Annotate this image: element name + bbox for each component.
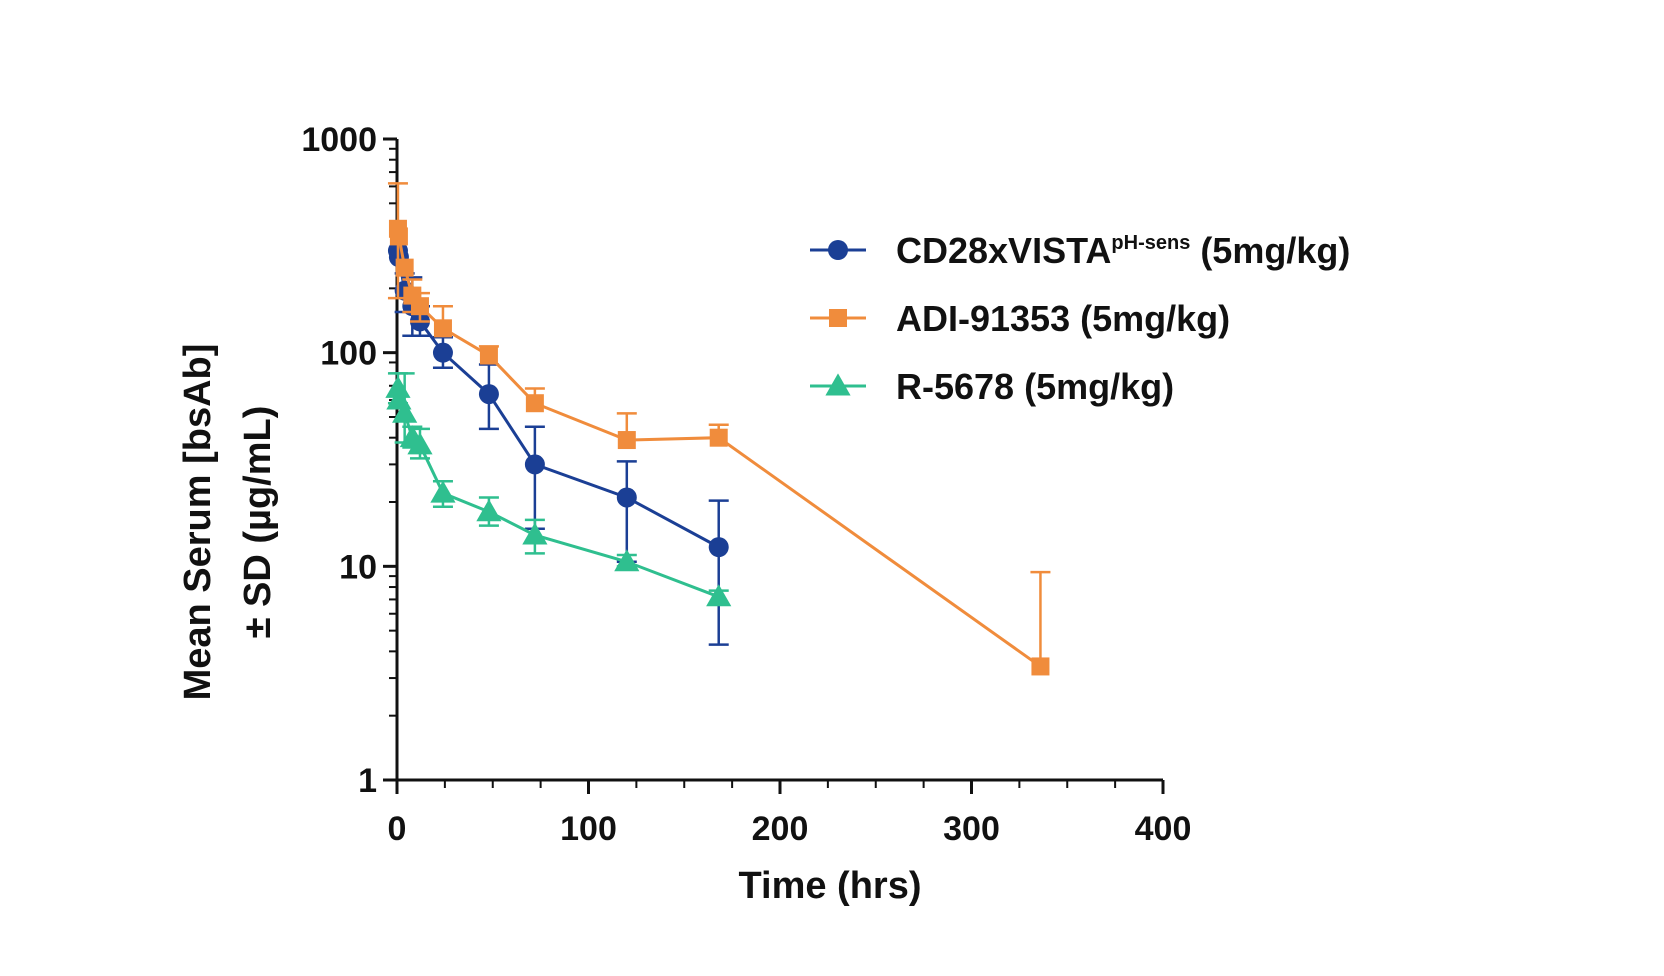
data-point <box>407 432 433 455</box>
series-2 <box>385 372 732 607</box>
legend-item-0: CD28xVISTApH-sens (5mg/kg) <box>810 230 1350 271</box>
data-point <box>524 454 545 475</box>
legend-label: CD28xVISTApH-sens (5mg/kg) <box>896 230 1350 271</box>
data-point <box>616 487 637 508</box>
x-tick-label: 0 <box>388 810 407 848</box>
legend: CD28xVISTApH-sens (5mg/kg) ADI-91353 (5mg… <box>810 230 1350 407</box>
data-point <box>708 537 729 558</box>
series-1 <box>387 182 1051 676</box>
data-point <box>410 297 429 316</box>
series-line <box>396 250 720 549</box>
x-tick-label: 100 <box>560 810 617 848</box>
data-point <box>395 258 414 277</box>
y-tick-label: 10 <box>339 548 377 586</box>
series-layer <box>385 182 1051 676</box>
x-axis-title: Time (hrs) <box>738 865 921 907</box>
y-tick-label: 1 <box>358 762 377 800</box>
legend-label: ADI-91353 (5mg/kg) <box>896 298 1230 339</box>
data-point <box>709 428 728 447</box>
x-tick-label: 400 <box>1135 810 1192 848</box>
data-point <box>706 584 732 607</box>
legend-label: R-5678 (5mg/kg) <box>896 366 1174 407</box>
data-point <box>430 480 456 503</box>
data-point <box>433 319 452 338</box>
y-tick-label: 1000 <box>301 121 377 159</box>
legend-item-1: ADI-91353 (5mg/kg) <box>810 298 1230 339</box>
data-point <box>479 346 498 365</box>
data-point <box>476 499 502 522</box>
data-point <box>525 394 544 413</box>
data-point <box>432 342 453 363</box>
legend-marker <box>829 309 847 327</box>
data-point <box>614 549 640 572</box>
x-tick-label: 200 <box>752 810 809 848</box>
data-point <box>478 384 499 405</box>
data-point <box>617 431 636 450</box>
y-tick-label: 100 <box>320 335 377 373</box>
legend-item-2: R-5678 (5mg/kg) <box>810 366 1174 407</box>
legend-marker <box>825 373 851 396</box>
data-point <box>385 375 411 398</box>
data-point <box>389 227 408 246</box>
data-point <box>392 400 418 423</box>
legend-marker <box>828 240 848 260</box>
y-axis-title-line2: ± SD (µg/mL) <box>237 406 279 639</box>
data-point <box>522 522 548 545</box>
data-point <box>1031 657 1050 676</box>
series-0 <box>387 240 729 646</box>
y-axis-title-line1: Mean Serum [bsAb] <box>177 344 219 701</box>
x-tick-label: 300 <box>943 810 1000 848</box>
